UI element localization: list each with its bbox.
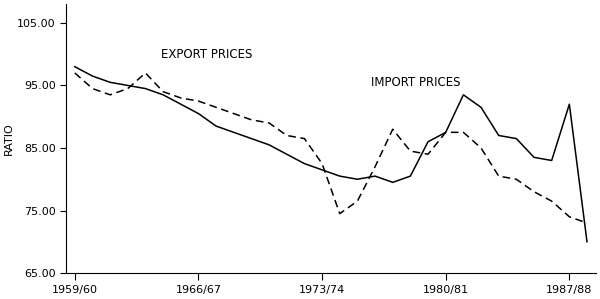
Text: IMPORT PRICES: IMPORT PRICES — [371, 76, 460, 89]
Text: EXPORT PRICES: EXPORT PRICES — [161, 48, 253, 61]
Y-axis label: RATIO: RATIO — [4, 122, 14, 155]
